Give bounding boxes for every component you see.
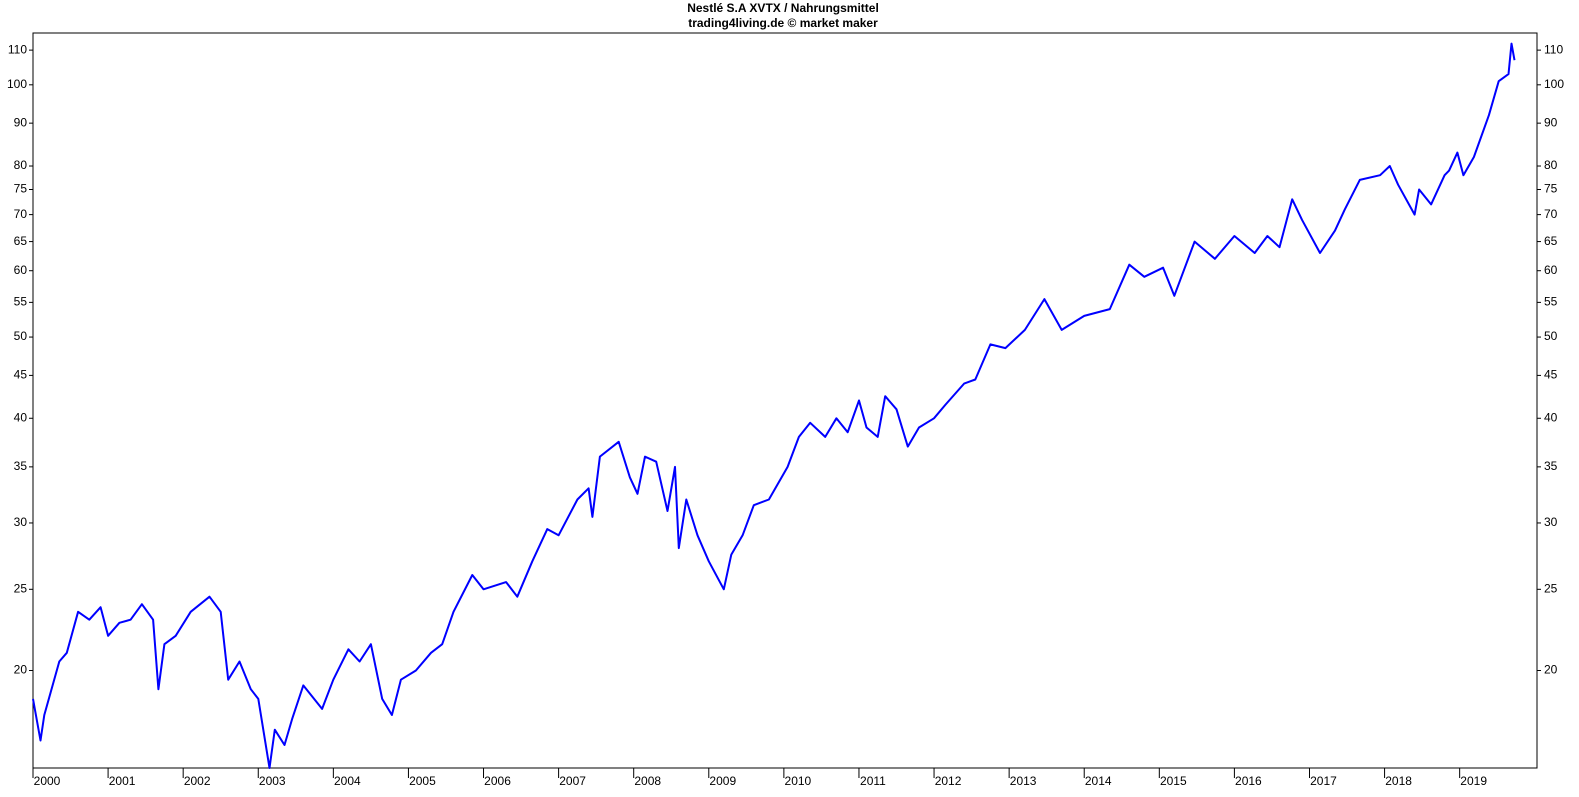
x-tick-label: 2001 — [109, 774, 136, 788]
x-tick-label: 2013 — [1010, 774, 1037, 788]
x-tick-label: 2011 — [860, 774, 886, 788]
plot-frame — [32, 32, 1538, 769]
y-tick-label-right: 55 — [1544, 295, 1558, 309]
x-tick-label: 2010 — [785, 774, 812, 788]
y-tick-label: 25 — [14, 581, 28, 595]
x-tick-label: 2017 — [1310, 774, 1337, 788]
x-tick-label: 2003 — [259, 774, 286, 788]
y-tick-label: 100 — [7, 77, 27, 91]
y-tick-label: 30 — [14, 515, 28, 529]
chart-subtitle: trading4living.de © market maker — [688, 16, 878, 30]
y-tick-label: 20 — [14, 663, 28, 677]
y-tick-label: 45 — [14, 368, 28, 382]
x-tick-label: 2007 — [559, 774, 586, 788]
y-tick-label: 90 — [14, 115, 28, 129]
y-tick-label-right: 40 — [1544, 410, 1558, 424]
chart-title: Nestlé S.A XVTX / Nahrungsmittel — [687, 1, 879, 15]
x-tick-label: 2004 — [334, 774, 361, 788]
y-tick-label: 50 — [14, 329, 28, 343]
y-tick-label-right: 90 — [1544, 115, 1558, 129]
y-tick-label: 75 — [14, 182, 28, 196]
x-tick-label: 2016 — [1235, 774, 1262, 788]
x-tick-label: 2014 — [1085, 774, 1112, 788]
y-tick-label-right: 35 — [1544, 459, 1558, 473]
x-tick-label: 2002 — [184, 774, 211, 788]
x-tick-label: 2012 — [935, 774, 962, 788]
y-tick-label: 80 — [14, 158, 28, 172]
x-tick-label: 2018 — [1385, 774, 1412, 788]
y-tick-label-right: 60 — [1544, 263, 1558, 277]
x-tick-label: 2000 — [34, 774, 61, 788]
y-tick-label: 65 — [14, 234, 28, 248]
y-tick-label-right: 30 — [1544, 515, 1558, 529]
y-tick-label-right: 25 — [1544, 581, 1558, 595]
x-tick-label: 2008 — [634, 774, 661, 788]
y-tick-label-right: 50 — [1544, 329, 1558, 343]
x-tick-label: 2006 — [484, 774, 511, 788]
y-tick-label-right: 70 — [1544, 207, 1558, 221]
y-tick-label-right: 75 — [1544, 182, 1558, 196]
y-tick-label: 70 — [14, 207, 28, 221]
y-tick-label-right: 65 — [1544, 234, 1558, 248]
y-tick-label-right: 100 — [1544, 77, 1564, 91]
y-tick-label: 40 — [14, 410, 28, 424]
y-tick-label-right: 45 — [1544, 368, 1558, 382]
y-tick-label-right: 110 — [1544, 42, 1563, 56]
price-line — [32, 42, 1516, 769]
x-tick-label: 2009 — [709, 774, 736, 788]
x-tick-label: 2019 — [1460, 774, 1487, 788]
y-tick-label: 35 — [14, 459, 28, 473]
y-tick-label-right: 80 — [1544, 158, 1558, 172]
y-tick-label-right: 20 — [1544, 663, 1558, 677]
x-tick-label: 2015 — [1160, 774, 1187, 788]
y-tick-label: 55 — [14, 295, 28, 309]
y-tick-label: 60 — [14, 263, 28, 277]
y-tick-label: 110 — [8, 42, 27, 56]
x-tick-label: 2005 — [409, 774, 436, 788]
